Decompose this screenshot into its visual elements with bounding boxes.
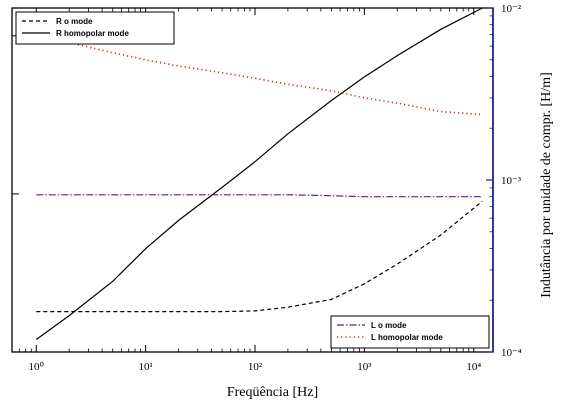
y-axis-right-title: Indutância por unidade de compr. [H/m] bbox=[539, 72, 554, 297]
x-tick-label: 10³ bbox=[357, 361, 372, 373]
y-right-tick-label: 10⁻⁴ bbox=[501, 347, 522, 359]
series-line bbox=[35, 7, 483, 340]
axes: 10⁰ 10¹ 10² 10³ 10⁴ 10⁻⁴ 10⁻³ 10⁻² bbox=[11, 3, 522, 373]
legend-label: L o mode bbox=[371, 321, 407, 330]
series-line bbox=[36, 194, 483, 198]
x-axis-title: Freqüência [Hz] bbox=[227, 385, 318, 400]
x-tick-label: 10⁰ bbox=[29, 361, 45, 373]
y-right-tick-label: 10⁻² bbox=[501, 3, 522, 15]
series-line bbox=[36, 200, 483, 313]
legend-box bbox=[330, 315, 490, 349]
x-tick-label: 10⁴ bbox=[466, 361, 481, 373]
plot-frame bbox=[11, 7, 494, 353]
legends: R o mode R homopolar mode L o mode L homopo… bbox=[15, 11, 490, 349]
y-right-tick-label: 10⁻³ bbox=[501, 175, 522, 187]
x-tick-label: 10² bbox=[248, 361, 263, 373]
legend-label: L homopolar mode bbox=[371, 333, 443, 342]
x-tick-label: 10¹ bbox=[138, 361, 152, 373]
legend-box bbox=[15, 11, 175, 45]
series-layer bbox=[35, 7, 483, 340]
legend-label: R homopolar mode bbox=[56, 29, 129, 38]
legend-label: R o mode bbox=[56, 17, 93, 26]
series-line bbox=[36, 38, 483, 116]
